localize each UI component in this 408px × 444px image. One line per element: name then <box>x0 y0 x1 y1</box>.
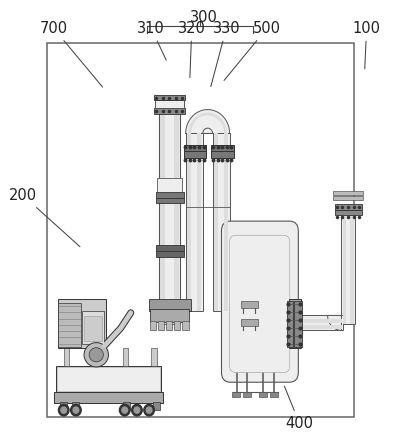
Text: 500: 500 <box>224 20 281 80</box>
Circle shape <box>122 407 128 413</box>
Circle shape <box>71 404 81 416</box>
Bar <box>174 107 179 324</box>
Bar <box>341 209 355 324</box>
Polygon shape <box>186 110 230 134</box>
Bar <box>243 392 251 397</box>
Bar <box>232 392 240 397</box>
Text: 310: 310 <box>137 20 166 60</box>
Bar <box>64 348 69 366</box>
Bar <box>47 43 355 417</box>
Circle shape <box>58 404 69 416</box>
Bar <box>90 348 96 366</box>
Bar <box>57 367 160 391</box>
Bar <box>259 392 267 397</box>
Bar <box>213 134 230 310</box>
Bar <box>294 301 302 347</box>
Bar <box>82 310 104 344</box>
Bar <box>300 315 343 330</box>
Bar <box>301 325 342 329</box>
Bar <box>343 209 346 324</box>
Bar <box>287 301 293 347</box>
Polygon shape <box>328 315 341 330</box>
Ellipse shape <box>84 343 109 367</box>
Bar <box>58 299 106 348</box>
Bar <box>350 209 354 324</box>
Bar <box>270 392 278 397</box>
Text: 400: 400 <box>284 386 314 431</box>
Bar <box>123 348 129 366</box>
Bar <box>154 108 185 114</box>
Bar <box>72 402 79 410</box>
Bar <box>157 178 182 198</box>
Bar <box>149 299 191 310</box>
Bar <box>160 107 165 324</box>
Bar <box>288 313 290 333</box>
Text: 100: 100 <box>353 20 381 69</box>
Bar <box>241 301 258 308</box>
Bar <box>60 402 67 410</box>
Bar <box>53 392 163 404</box>
Bar <box>184 151 206 158</box>
Bar <box>159 107 180 324</box>
Bar <box>153 402 160 410</box>
Bar <box>197 134 201 310</box>
Bar <box>211 145 234 151</box>
Bar <box>214 134 218 310</box>
Bar <box>186 134 203 310</box>
Ellipse shape <box>89 348 103 362</box>
Bar <box>154 95 185 100</box>
Circle shape <box>120 404 130 416</box>
Circle shape <box>144 404 154 416</box>
Text: 300: 300 <box>190 10 218 24</box>
Bar <box>211 151 234 158</box>
Text: 330: 330 <box>211 20 240 87</box>
Text: 320: 320 <box>178 20 206 78</box>
Bar <box>123 402 130 410</box>
Bar <box>55 366 161 392</box>
Bar <box>335 210 362 215</box>
Bar <box>155 245 184 251</box>
Text: 700: 700 <box>40 20 102 87</box>
Circle shape <box>73 407 79 413</box>
Bar <box>155 100 184 108</box>
Bar <box>155 192 184 198</box>
FancyBboxPatch shape <box>222 221 298 382</box>
Bar <box>166 321 172 330</box>
Bar <box>187 134 191 310</box>
Text: 200: 200 <box>9 188 80 247</box>
Circle shape <box>134 407 140 413</box>
Bar <box>333 196 364 200</box>
Bar <box>58 302 81 347</box>
Bar <box>150 321 156 330</box>
Bar <box>241 319 258 326</box>
Bar <box>155 198 184 203</box>
Bar <box>184 145 206 151</box>
Bar <box>335 204 362 210</box>
Bar <box>333 190 364 194</box>
Bar <box>155 251 184 257</box>
Circle shape <box>132 404 142 416</box>
Bar <box>174 321 180 330</box>
Circle shape <box>146 407 152 413</box>
Bar <box>224 134 228 310</box>
Bar <box>289 299 301 348</box>
Bar <box>84 316 102 341</box>
Bar <box>301 319 342 323</box>
Bar <box>151 348 157 366</box>
Bar <box>150 309 189 321</box>
Bar <box>158 321 164 330</box>
Bar <box>182 321 188 330</box>
Circle shape <box>61 407 67 413</box>
FancyBboxPatch shape <box>230 235 290 373</box>
